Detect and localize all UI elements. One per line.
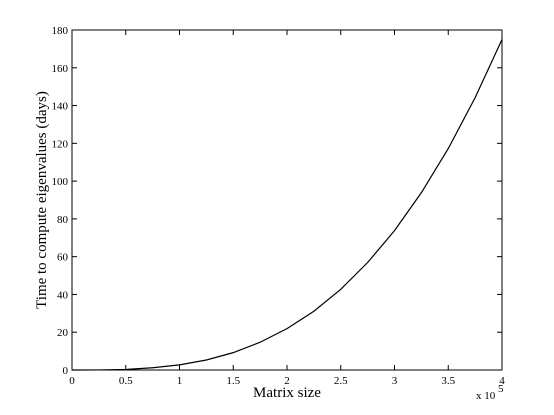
x-tick-label: 3.5 bbox=[441, 375, 455, 387]
x-tick-label: 2.5 bbox=[334, 375, 348, 387]
x-tick-label: 0 bbox=[69, 375, 75, 387]
x-scale-exponent: 5 bbox=[498, 383, 504, 395]
y-tick-label: 100 bbox=[52, 176, 69, 188]
y-tick-label: 40 bbox=[57, 289, 69, 301]
y-axis-label: Time to compute eigenvalues (days) bbox=[34, 91, 50, 309]
y-tick-label: 160 bbox=[52, 63, 69, 75]
y-tick-label: 60 bbox=[57, 252, 69, 264]
x-tick-label: 1 bbox=[177, 375, 183, 387]
line-series bbox=[71, 39, 503, 371]
y-tick-label: 80 bbox=[57, 214, 69, 226]
y-tick-label: 120 bbox=[52, 138, 69, 150]
x-tick-label: 1.5 bbox=[226, 375, 240, 387]
x-tick-label: 2 bbox=[284, 375, 290, 387]
y-tick-label: 180 bbox=[52, 25, 69, 37]
x-tick-label: 3 bbox=[392, 375, 398, 387]
x-scale-base: x 10 bbox=[476, 390, 496, 402]
x-tick-label: 0.5 bbox=[119, 375, 133, 387]
x-tick-label: 4 bbox=[499, 375, 505, 387]
y-tick-label: 0 bbox=[63, 365, 69, 377]
y-tick-label: 140 bbox=[52, 101, 69, 113]
y-tick-label: 20 bbox=[57, 327, 69, 339]
x-axis-label: Matrix size bbox=[253, 385, 321, 401]
